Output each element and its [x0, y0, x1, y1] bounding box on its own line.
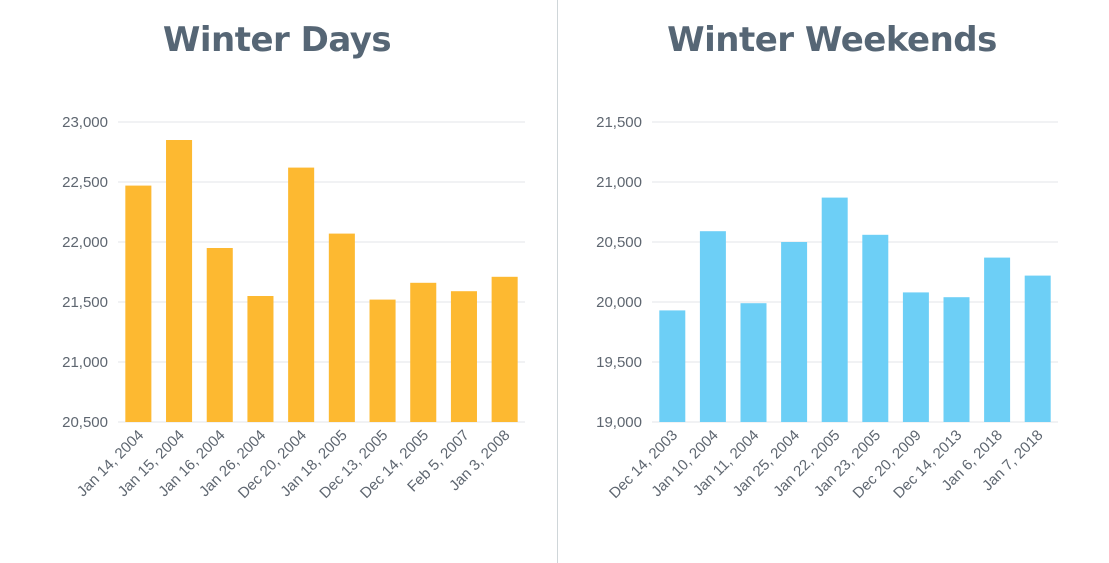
bar [740, 303, 767, 422]
bar [166, 140, 193, 422]
y-tick-label: 22,000 [62, 234, 108, 251]
y-tick-label: 21,500 [62, 294, 108, 311]
bar [781, 242, 808, 422]
bar [125, 185, 152, 422]
y-tick-label: 20,000 [596, 294, 642, 311]
y-tick-label: 20,500 [596, 234, 642, 251]
bar [902, 292, 929, 422]
y-tick-label: 19,500 [596, 354, 642, 371]
bar [491, 276, 518, 422]
bar [862, 234, 889, 422]
panel-divider [557, 0, 558, 563]
bar [328, 233, 355, 422]
bar [659, 310, 686, 422]
chart-panel-winter-days: Winter Days 20,500 21,000 21,500 22,000 22,5… [0, 0, 554, 563]
bar [247, 296, 274, 422]
chart-title: Winter Days [162, 20, 392, 60]
y-tick-label: 19,000 [596, 414, 642, 431]
chart-title: Winter Weekends [667, 20, 997, 60]
bar [410, 282, 437, 422]
chart-panel-winter-weekends: Winter Weekends 19,000 19,500 20,000 20,500… [555, 0, 1109, 563]
y-tick-label: 21,000 [62, 354, 108, 371]
bar-chart-winter-weekends: 19,00019,50020,00020,50021,00021,500Dec … [596, 114, 1058, 502]
bar [699, 231, 726, 422]
bar [943, 297, 970, 422]
bar [984, 257, 1011, 422]
bar [206, 248, 233, 422]
y-tick-label: 22,500 [62, 174, 108, 191]
bar [450, 291, 477, 422]
y-tick-label: 20,500 [62, 414, 108, 431]
y-tick-label: 21,500 [596, 114, 642, 131]
bar [821, 197, 848, 422]
y-tick-label: 21,000 [596, 174, 642, 191]
bar-chart-winter-days: 20,50021,00021,50022,00022,50023,000Jan … [62, 114, 525, 502]
y-tick-label: 23,000 [62, 114, 108, 131]
bar [288, 167, 315, 422]
bar [369, 299, 396, 422]
bar [1024, 275, 1051, 422]
